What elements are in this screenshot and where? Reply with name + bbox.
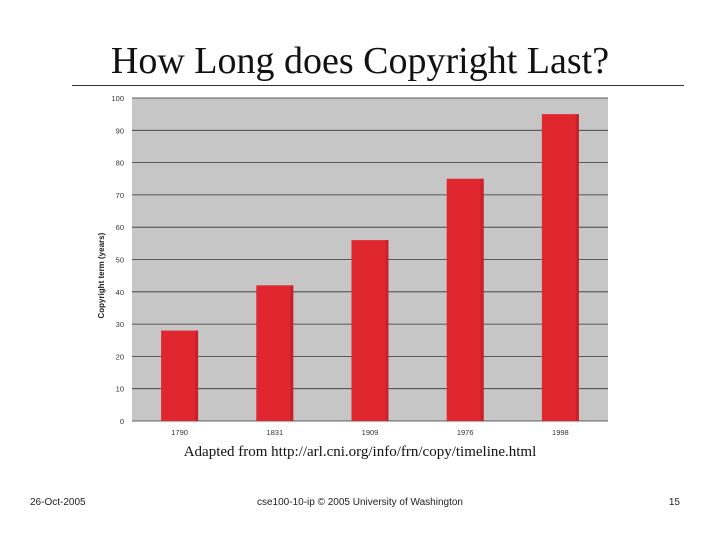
bar-shade-1790 <box>195 330 199 421</box>
footer-page-number: 15 <box>668 497 680 508</box>
footer-course-copyright: cse100-10-ip © 2005 University of Washin… <box>257 497 463 508</box>
x-tick-label-1790: 1790 <box>171 428 188 437</box>
y-tick-label-10: 10 <box>116 385 124 394</box>
bar-1976 <box>446 178 484 421</box>
y-tick-label-100: 100 <box>111 94 124 103</box>
bar-1790 <box>161 330 199 421</box>
y-tick-label-60: 60 <box>116 223 124 232</box>
y-axis-label: Copyright term (years) <box>97 232 106 318</box>
bar-shade-1976 <box>480 178 484 421</box>
bar-shade-1831 <box>290 285 294 421</box>
bars <box>161 114 579 422</box>
x-tick-label-1998: 1998 <box>552 428 569 437</box>
bar-shade-1998 <box>575 114 579 422</box>
bar-1998 <box>541 114 579 422</box>
title-divider <box>72 85 684 86</box>
y-tick-label-90: 90 <box>116 126 124 135</box>
source-citation: Adapted from http://arl.cni.org/info/frn… <box>183 444 537 460</box>
x-tick-label-1909: 1909 <box>362 428 379 437</box>
x-tick-label-1831: 1831 <box>266 428 283 437</box>
bar-1909 <box>351 240 389 421</box>
footer-date: 26-Oct-2005 <box>30 497 86 508</box>
bar-shade-1909 <box>385 240 389 421</box>
slide-title: How Long does Copyright Last? <box>110 40 610 82</box>
y-tick-label-50: 50 <box>116 256 124 265</box>
y-tick-label-70: 70 <box>116 191 124 200</box>
y-tick-label-40: 40 <box>116 288 124 297</box>
y-tick-label-30: 30 <box>116 320 124 329</box>
y-tick-label-80: 80 <box>116 159 124 168</box>
x-tick-labels: 1790 1831 1909 1976 1998 <box>171 428 568 437</box>
y-tick-label-20: 20 <box>116 352 124 361</box>
y-tick-labels: 0 10 20 30 40 50 60 70 80 90 100 <box>111 94 124 426</box>
y-tick-label-0: 0 <box>120 417 124 426</box>
x-tick-label-1976: 1976 <box>457 428 474 437</box>
bar-1831 <box>256 285 294 421</box>
